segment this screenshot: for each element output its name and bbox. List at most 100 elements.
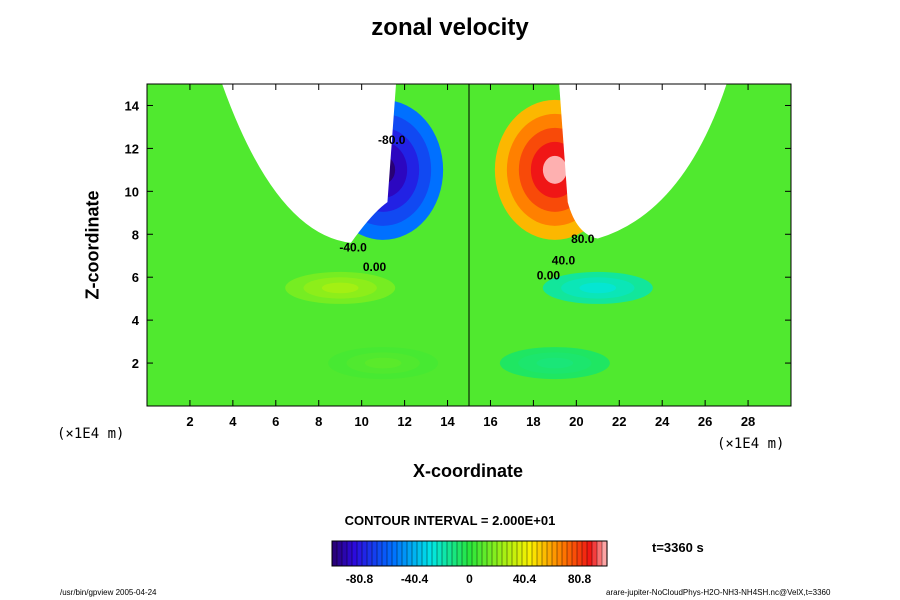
colorbar-cell <box>512 541 518 566</box>
colorbar-cell <box>422 541 428 566</box>
colorbar-cell <box>507 541 513 566</box>
masked-region-left <box>222 84 397 243</box>
masked-region-right <box>559 84 727 239</box>
colorbar-tick-label: -40.4 <box>401 572 429 586</box>
colorbar-cell <box>382 541 388 566</box>
colorbar-cell <box>517 541 523 566</box>
colorbar-cell <box>412 541 418 566</box>
contour-label: -80.0 <box>378 133 406 147</box>
colorbar-cell <box>347 541 353 566</box>
x-unit-label-right: (×1E4 m) <box>717 436 785 452</box>
colorbar-cell <box>362 541 368 566</box>
colorbar-cell <box>537 541 543 566</box>
x-tick-label: 4 <box>229 414 237 429</box>
x-tick-label: 2 <box>186 414 193 429</box>
colorbar-cell <box>557 541 563 566</box>
colorbar-cell <box>577 541 583 566</box>
x-tick-label: 24 <box>655 414 670 429</box>
colorbar-cell <box>437 541 443 566</box>
colorbar-cell <box>587 541 593 566</box>
x-tick-label: 26 <box>698 414 712 429</box>
x-axis-label: X-coordinate <box>412 461 524 481</box>
colorbar-cell <box>427 541 433 566</box>
field-blob-2 <box>321 282 359 294</box>
colorbar-tick-label: -80.8 <box>346 572 374 586</box>
colorbar-cell <box>407 541 413 566</box>
contour-label: -40.0 <box>339 240 367 254</box>
y-tick-label: 12 <box>125 141 139 156</box>
colorbar-cell <box>602 541 608 566</box>
colorbar-cell <box>447 541 453 566</box>
colorbar-cell <box>352 541 358 566</box>
y-tick-label: 10 <box>125 184 139 199</box>
x-tick-label: 18 <box>526 414 540 429</box>
colorbar-cell <box>377 541 383 566</box>
field-blob-5 <box>536 357 574 369</box>
x-unit-label-left: (×1E4 m) <box>57 426 125 442</box>
colorbar-cell <box>472 541 478 566</box>
x-tick-label: 12 <box>397 414 411 429</box>
colorbar-cell <box>552 541 558 566</box>
colorbar-cell <box>442 541 448 566</box>
contour-label: 80.0 <box>571 232 595 246</box>
colorbar-cell <box>527 541 533 566</box>
colorbar-cell <box>332 541 338 566</box>
field-blob-4 <box>364 357 402 369</box>
chart-title: zonal velocity <box>371 14 529 41</box>
colorbar-cell <box>372 541 378 566</box>
colorbar-tick-label: 0 <box>466 572 473 586</box>
x-tick-label: 20 <box>569 414 583 429</box>
colorbar-cell <box>457 541 463 566</box>
colorbar-cell <box>417 541 423 566</box>
x-tick-label: 28 <box>741 414 755 429</box>
colorbar-cell <box>482 541 488 566</box>
x-tick-label: 22 <box>612 414 626 429</box>
colorbar-cell <box>547 541 553 566</box>
colorbar-cell <box>397 541 403 566</box>
y-tick-label: 14 <box>125 98 140 113</box>
colorbar-cell <box>452 541 458 566</box>
colorbar-cell <box>497 541 503 566</box>
colorbar-frame <box>331 540 608 567</box>
colorbar-cell <box>392 541 398 566</box>
colorbar-cell <box>357 541 363 566</box>
colorbar-cell <box>367 541 373 566</box>
contour-label: 0.00 <box>537 268 561 282</box>
colorbar-cell <box>542 541 548 566</box>
x-tick-label: 14 <box>440 414 455 429</box>
colorbar-cell <box>477 541 483 566</box>
time-stamp: t=3360 s <box>652 540 704 555</box>
colorbar-cell <box>572 541 578 566</box>
colorbar-cell <box>487 541 493 566</box>
y-tick-label: 8 <box>132 227 139 242</box>
colorbar-cell <box>567 541 573 566</box>
contour-label: 0.00 <box>363 260 387 274</box>
colorbar-cell <box>522 541 528 566</box>
colorbar-cell <box>337 541 343 566</box>
x-tick-label: 8 <box>315 414 322 429</box>
x-tick-label: 16 <box>483 414 497 429</box>
colorbar-cell <box>597 541 603 566</box>
plot-frame <box>146 83 792 407</box>
colorbar-cell <box>342 541 348 566</box>
velocity-field <box>146 83 792 407</box>
colorbar-cell <box>467 541 473 566</box>
colorbar-cell <box>462 541 468 566</box>
colorbar-cell <box>562 541 568 566</box>
colorbar-cell <box>492 541 498 566</box>
footer-command: /usr/bin/gpview 2005-04-24 <box>60 588 157 597</box>
contour-label: 40.0 <box>552 253 576 267</box>
colorbar-tick-label: 40.4 <box>513 572 537 586</box>
colorbar-tick-label: 80.8 <box>568 572 592 586</box>
y-tick-label: 4 <box>132 313 140 328</box>
colorbar-cell <box>502 541 508 566</box>
colorbar-cell <box>532 541 538 566</box>
footer-source: arare-jupiter-NoCloudPhys-H2O-NH3-NH4SH.… <box>606 588 831 597</box>
colorbar-cell <box>592 541 598 566</box>
colorbar-cell <box>432 541 438 566</box>
x-tick-label: 6 <box>272 414 279 429</box>
colorbar-cell <box>582 541 588 566</box>
